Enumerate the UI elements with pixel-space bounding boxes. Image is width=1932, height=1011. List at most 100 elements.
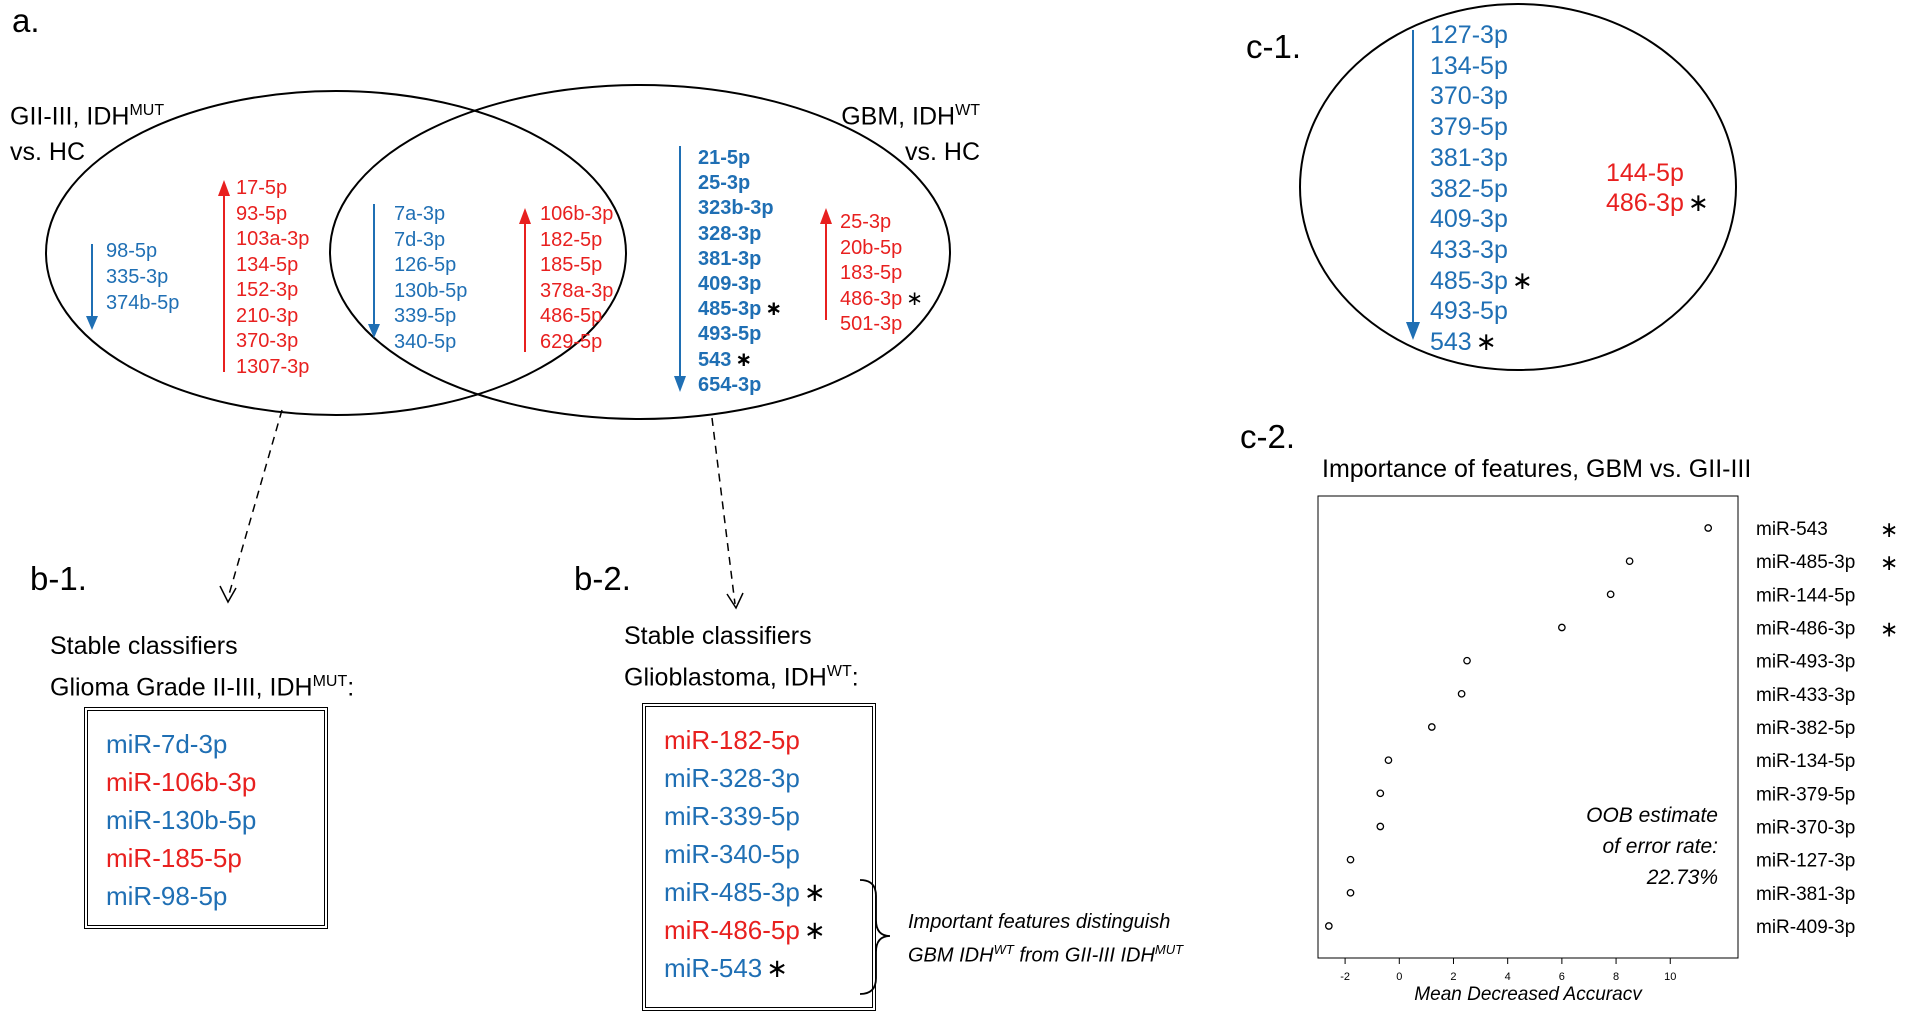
c1-mirna-item-text: 144-5p: [1606, 159, 1684, 187]
mirna-item-text: 335-3p: [106, 266, 169, 288]
mirna-item-text: 210-3p: [236, 304, 299, 327]
left-only-down-list: 98-5p 335-3p 374b-5p: [106, 238, 179, 316]
brace-annotation-line2a: GBM IDH: [908, 944, 994, 967]
importance-point: [1324, 922, 1333, 930]
classifier-item: miR-182-5p: [664, 721, 854, 759]
classifier-item: miR-328-3p: [664, 759, 854, 797]
panel-b2-label: b-2.: [574, 560, 631, 597]
shared-down-list: 7a-3p 7d-3p 126-5p 130b-5p 339-5p 340-5p: [394, 202, 467, 355]
classifier-item: miR-543 ∗: [664, 949, 854, 987]
b1-title-line1: Stable classifiers: [50, 632, 238, 660]
importance-point: [1558, 623, 1566, 632]
classifier-item: miR-339-5p: [664, 797, 854, 835]
mirna-item-text: 374b-5p: [106, 292, 180, 314]
mirna-item: 323b-3p: [698, 196, 782, 221]
c1-mirna-item: 381-3p: [1430, 143, 1533, 174]
c2-title: Importance of features, GBM vs. GII-III: [1322, 455, 1752, 483]
importance-point: [1704, 524, 1713, 532]
asterisk-marker: ∗: [1880, 518, 1898, 543]
classifier-item-text: miR-7d-3p: [106, 729, 228, 759]
brace-annotation-line1: Important features distinguish: [908, 911, 1171, 933]
importance-point: [1457, 689, 1466, 698]
brace-annotation-sup1: WT: [993, 942, 1014, 957]
classifier-item: miR-7d-3p: [106, 725, 306, 763]
mirna-item-text: 185-5p: [540, 254, 603, 276]
right-group-title: GBM, IDHWT vs. HC: [820, 93, 980, 170]
c1-mirna-item-text: 127-3p: [1430, 21, 1508, 49]
b2-title-suffix: :: [851, 663, 859, 692]
mirna-item: 210-3p: [236, 304, 309, 330]
x-tick-label: 6: [1559, 971, 1565, 983]
feature-label: miR-379-5p: [1756, 784, 1855, 805]
asterisk-marker: ∗: [1687, 189, 1709, 217]
panel-c1-label: c-1.: [1246, 28, 1302, 65]
right-only-up-list: 25-3p 20b-5p 183-5p 486-3p ∗ 501-3p: [840, 210, 923, 338]
asterisk-marker: ∗: [1475, 328, 1497, 357]
c1-mirna-item: 486-3p ∗: [1606, 188, 1709, 218]
mirna-item: 1307-3p: [236, 355, 309, 381]
x-tick-label: 10: [1664, 971, 1676, 983]
shared-up-list: 106b-3p 182-5p 185-5p 378a-3p 486-5p 629-5p: [540, 202, 613, 355]
x-tick-label: 2: [1450, 971, 1456, 983]
c1-mirna-item: 134-5p: [1430, 51, 1533, 82]
mirna-item-text: 654-3p: [698, 373, 762, 396]
mirna-item-text: 98-5p: [106, 240, 158, 262]
c1-mirna-item-text: 486-3p: [1606, 189, 1684, 217]
b1-title-line2: Glioma Grade II-III, IDH: [50, 673, 313, 702]
c1-mirna-item: 144-5p: [1606, 158, 1709, 188]
c1-mirna-item-text: 379-5p: [1430, 113, 1508, 142]
panel-a-label: a.: [12, 2, 40, 39]
feature-label: miR-485-3p: [1756, 552, 1855, 573]
brace-annotation: Important features distinguish GBM IDHWT…: [908, 908, 1183, 970]
asterisk-marker: ∗: [1880, 618, 1898, 643]
mirna-item: 25-3p: [840, 210, 923, 236]
mirna-item: 7d-3p: [394, 228, 467, 254]
importance-point: [1427, 723, 1436, 731]
c1-mirna-item-text: 382-5p: [1430, 174, 1508, 203]
b2-classifier-box: miR-182-5p miR-328-3p miR-339-5p miR-340-5p…: [642, 703, 876, 1011]
c1-mirna-item-text: 409-3p: [1430, 205, 1508, 234]
mirna-item: 381-3p: [698, 247, 782, 272]
c1-mirna-item-text: 381-3p: [1430, 143, 1508, 172]
c1-mirna-item: 493-5p: [1430, 296, 1533, 327]
mirna-item: 183-5p: [840, 261, 923, 287]
mirna-item-text: 370-3p: [236, 330, 299, 352]
mirna-item: 93-5p: [236, 202, 309, 228]
left-group-title-text: GII-III, IDH: [10, 102, 130, 131]
mirna-item-text: 543: [698, 348, 732, 371]
b2-title: Stable classifiers Glioblastoma, IDHWT:: [624, 618, 859, 695]
mirna-item: 374b-5p: [106, 290, 179, 316]
brace-annotation-line2b: from GII-III IDH: [1013, 944, 1155, 967]
oob-line2: of error rate:: [1602, 835, 1718, 858]
mirna-item: 629-5p: [540, 330, 613, 356]
c1-up-list: 144-5p 486-3p ∗: [1606, 158, 1709, 218]
b2-title-sup: WT: [826, 663, 852, 680]
mirna-item-text: 21-5p: [698, 147, 751, 169]
mirna-item: 370-3p: [236, 329, 309, 355]
panel-b1-label: b-1.: [30, 560, 87, 597]
panel-c2-label: c-2.: [1240, 418, 1296, 455]
mirna-item: 7a-3p: [394, 202, 467, 228]
mirna-item-text: 126-5p: [394, 254, 457, 276]
asterisk-marker: ∗: [1511, 266, 1533, 295]
b1-title-sup: MUT: [312, 673, 348, 690]
mirna-item-text: 182-5p: [540, 228, 603, 251]
mirna-item: 106b-3p: [540, 202, 613, 228]
mirna-item-text: 25-3p: [840, 211, 892, 233]
feature-label: miR-127-3p: [1756, 851, 1855, 872]
feature-label: miR-409-3p: [1756, 917, 1855, 938]
c1-mirna-item: 379-5p: [1430, 112, 1533, 143]
mirna-item: 134-5p: [236, 253, 309, 279]
asterisk-marker: ∗: [735, 348, 753, 371]
mirna-item: 182-5p: [540, 228, 613, 254]
mirna-item-text: 103a-3p: [236, 228, 310, 250]
asterisk-marker: ∗: [765, 298, 783, 321]
c1-mirna-item: 409-3p: [1430, 204, 1533, 235]
right-only-down-list: 21-5p 25-3p 323b-3p 328-3p 381-3p 409-3p 485-3…: [698, 146, 782, 398]
oob-line3: 22.73%: [1646, 866, 1718, 889]
mirna-item-text: 486-5p: [540, 305, 603, 327]
c1-mirna-item-text: 485-3p: [1430, 266, 1508, 295]
mirna-item-text: 409-3p: [698, 273, 762, 296]
c1-ellipse: [1299, 3, 1737, 371]
